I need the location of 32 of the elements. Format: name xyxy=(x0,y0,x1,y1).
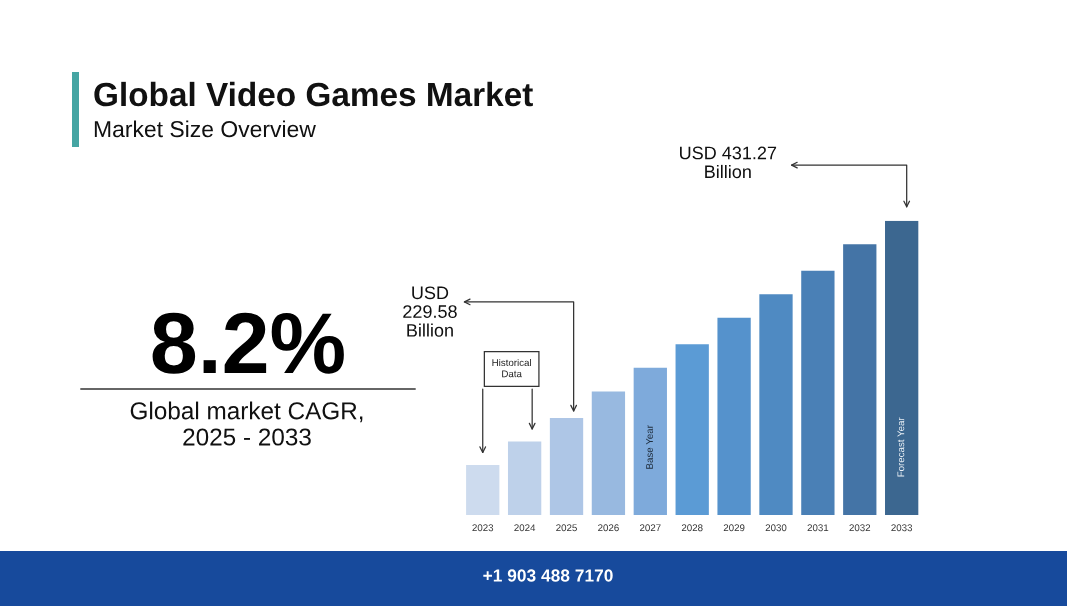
text: USD 431.27 Billion xyxy=(680,146,777,179)
bar xyxy=(885,220,919,515)
x-tick-label: 2031 xyxy=(807,524,829,532)
x-tick-label: 2026 xyxy=(598,524,619,532)
bar xyxy=(759,294,793,515)
text: +1 903 488 7170 xyxy=(483,569,613,582)
bar xyxy=(843,244,877,515)
bar xyxy=(801,270,835,515)
annotation: Forecast Year xyxy=(897,417,905,477)
bar xyxy=(549,417,584,515)
bar xyxy=(675,344,709,515)
bar xyxy=(466,464,500,515)
annotation: Base Year xyxy=(646,425,653,469)
x-tick-label: 2028 xyxy=(681,524,703,532)
x-tick-label: 2024 xyxy=(514,524,536,532)
annotation: Historical Data xyxy=(492,358,531,378)
x-tick-label: 2030 xyxy=(765,524,787,532)
chart-title: Global Video Games Market xyxy=(94,81,533,107)
bar xyxy=(591,391,626,515)
x-tick-label: 2032 xyxy=(849,524,871,532)
text: Global market CAGR, 2025 - 2033 xyxy=(130,401,363,446)
x-tick-label: 2027 xyxy=(639,524,661,532)
bar xyxy=(717,317,751,515)
text: Market Size Overview xyxy=(94,120,316,138)
bar xyxy=(507,441,542,515)
bar xyxy=(633,367,667,515)
x-tick-label: 2023 xyxy=(472,524,494,532)
x-tick-label: 2029 xyxy=(723,524,745,532)
x-tick-label: 2025 xyxy=(556,524,577,532)
x-tick-label: 2033 xyxy=(891,524,913,532)
text: USD 229.58 Billion xyxy=(403,286,457,337)
text: 8.2% xyxy=(152,312,344,374)
